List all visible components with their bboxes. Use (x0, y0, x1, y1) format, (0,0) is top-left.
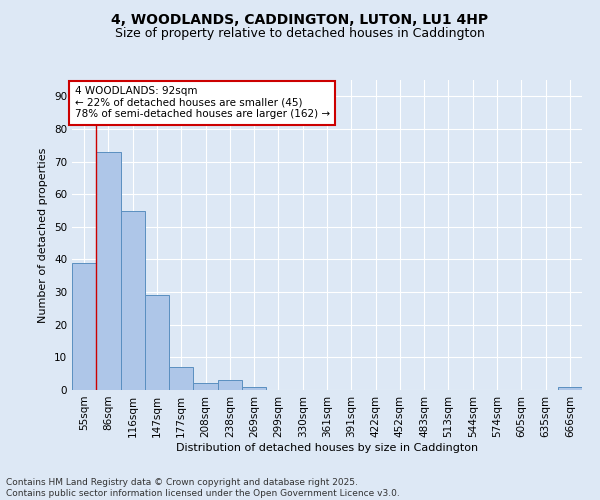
Bar (169, 367, 193, 390)
Text: 4 WOODLANDS: 92sqm
← 22% of detached houses are smaller (45)
78% of semi-detache: 4 WOODLANDS: 92sqm ← 22% of detached hou… (74, 86, 329, 120)
Bar (96, 152, 121, 390)
Text: Contains HM Land Registry data © Crown copyright and database right 2025.
Contai: Contains HM Land Registry data © Crown c… (6, 478, 400, 498)
X-axis label: Distribution of detached houses by size in Caddington: Distribution of detached houses by size … (176, 442, 478, 452)
Bar (558, 386, 582, 390)
Bar (72, 262, 96, 390)
Bar (193, 384, 218, 390)
Bar (242, 386, 266, 390)
Bar (121, 210, 145, 390)
Text: Size of property relative to detached houses in Caddington: Size of property relative to detached ho… (115, 28, 485, 40)
Y-axis label: Number of detached properties: Number of detached properties (38, 148, 49, 322)
Bar (145, 296, 169, 390)
Bar (218, 380, 242, 390)
Text: 4, WOODLANDS, CADDINGTON, LUTON, LU1 4HP: 4, WOODLANDS, CADDINGTON, LUTON, LU1 4HP (112, 12, 488, 26)
